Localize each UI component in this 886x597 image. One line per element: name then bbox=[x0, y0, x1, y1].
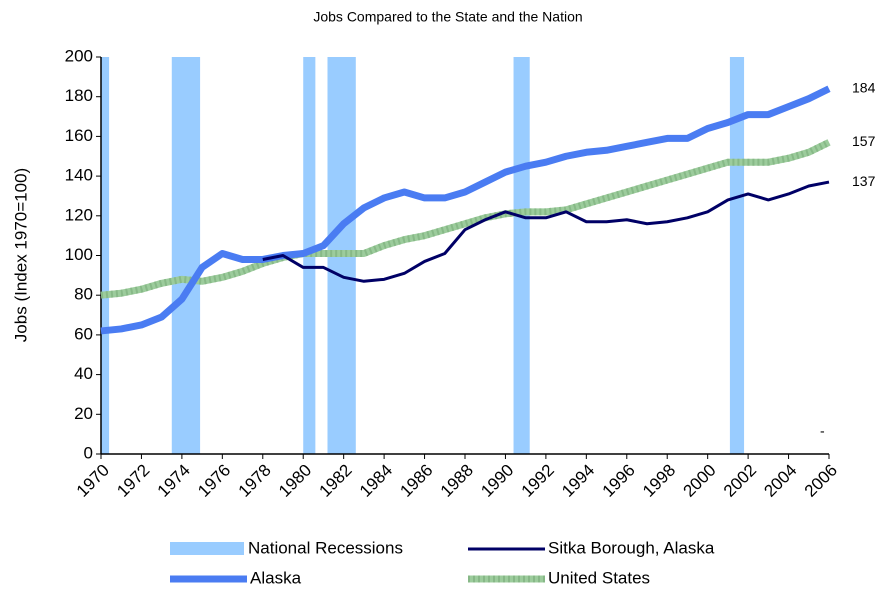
x-tick-label: 1972 bbox=[113, 461, 153, 501]
y-tick-label: 140 bbox=[65, 166, 93, 185]
y-tick-label: 0 bbox=[84, 443, 93, 462]
y-axis-label: Jobs (Index 1970=100) bbox=[11, 168, 30, 342]
x-tick-label: 1982 bbox=[315, 461, 355, 501]
y-tick-label: 80 bbox=[74, 285, 93, 304]
x-tick-label: 1996 bbox=[599, 461, 639, 501]
x-tick-label: 1970 bbox=[73, 461, 113, 501]
annotation: - bbox=[820, 423, 825, 439]
y-tick-label: 120 bbox=[65, 205, 93, 224]
legend-label: National Recessions bbox=[248, 538, 403, 557]
end-label: 137 bbox=[852, 173, 876, 189]
end-label: 184 bbox=[852, 79, 876, 95]
legend-label: Alaska bbox=[250, 568, 302, 587]
y-tick-label: 160 bbox=[65, 126, 93, 145]
x-tick-label: 2000 bbox=[679, 461, 719, 501]
end-label: 157 bbox=[852, 133, 876, 149]
y-tick-label: 180 bbox=[65, 86, 93, 105]
x-tick-label: 1988 bbox=[437, 461, 477, 501]
x-tick-label: 1980 bbox=[275, 461, 315, 501]
recession-band bbox=[101, 57, 110, 454]
recession-band bbox=[729, 57, 745, 454]
recession-band bbox=[171, 57, 201, 454]
chart-title: Jobs Compared to the State and the Natio… bbox=[313, 9, 582, 25]
legend-label: Sitka Borough, Alaska bbox=[548, 538, 715, 557]
x-tick-label: 1984 bbox=[356, 461, 396, 501]
x-tick-label: 1974 bbox=[154, 461, 194, 501]
x-tick-label: 1990 bbox=[477, 461, 517, 501]
recession-band bbox=[513, 57, 530, 454]
legend-swatch bbox=[170, 542, 244, 555]
y-tick-label: 200 bbox=[65, 46, 93, 65]
y-tick-label: 20 bbox=[74, 404, 93, 423]
x-tick-label: 1976 bbox=[194, 461, 234, 501]
legend-label: United States bbox=[548, 568, 650, 587]
x-tick-label: 2002 bbox=[720, 461, 760, 501]
series-line bbox=[262, 180, 830, 283]
y-tick-label: 100 bbox=[65, 245, 93, 264]
x-tick-label: 1992 bbox=[518, 461, 558, 501]
y-tick-label: 60 bbox=[74, 324, 93, 343]
y-tick-label: 40 bbox=[74, 364, 93, 383]
series-line-texture bbox=[100, 139, 831, 299]
x-tick-label: 1998 bbox=[639, 461, 679, 501]
x-tick-label: 1978 bbox=[235, 461, 275, 501]
series-line bbox=[100, 85, 831, 335]
series-line bbox=[100, 139, 831, 299]
x-tick-label: 2006 bbox=[801, 461, 841, 501]
x-tick-label: 1986 bbox=[396, 461, 436, 501]
x-tick-label: 1994 bbox=[558, 461, 598, 501]
x-tick-label: 2004 bbox=[760, 461, 800, 501]
